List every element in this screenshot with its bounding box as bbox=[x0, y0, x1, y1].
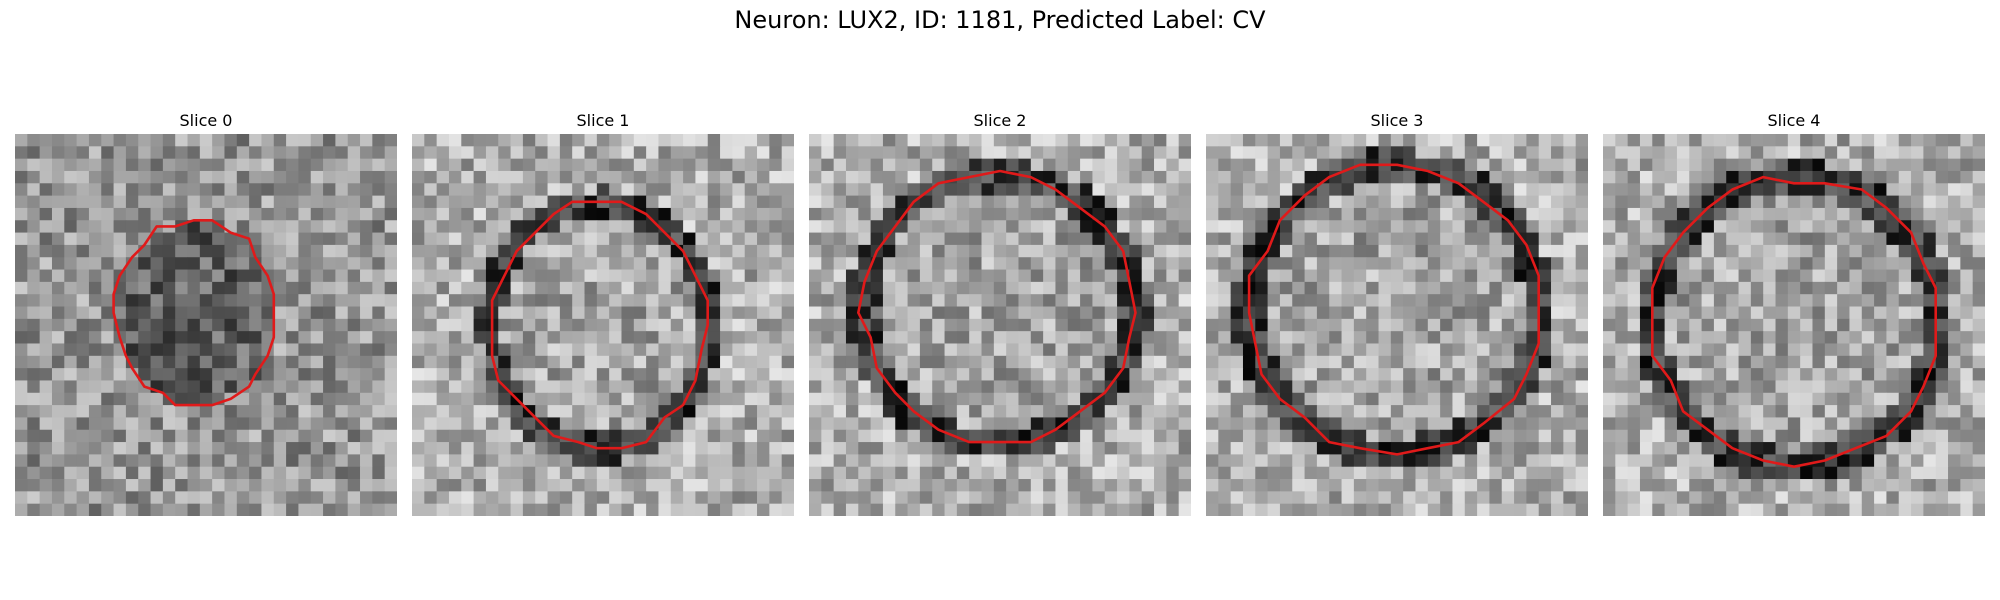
slice-image-0 bbox=[15, 134, 397, 516]
pixel-grid bbox=[1206, 134, 1588, 516]
figure-title: Neuron: LUX2, ID: 1181, Predicted Label:… bbox=[734, 6, 1266, 34]
slice-image-3 bbox=[1206, 134, 1588, 516]
pixel-grid bbox=[1603, 134, 1985, 516]
slice-panel-3: Slice 3 bbox=[1206, 108, 1588, 516]
segmentation-contour bbox=[1650, 175, 1938, 469]
slice-panel-2: Slice 2 bbox=[809, 108, 1191, 516]
pixel-grid bbox=[15, 134, 397, 516]
slice-image-4 bbox=[1603, 134, 1985, 516]
slice-panel-1: Slice 1 bbox=[412, 108, 794, 516]
slice-title-4: Slice 4 bbox=[1767, 111, 1821, 130]
slice-image-2 bbox=[809, 134, 1191, 516]
segmentation-contour bbox=[490, 200, 710, 450]
slice-image-1 bbox=[412, 134, 794, 516]
slice-panel-4: Slice 4 bbox=[1603, 108, 1985, 516]
segmentation-contour bbox=[1247, 163, 1541, 456]
slice-title-2: Slice 2 bbox=[973, 111, 1027, 130]
segmentation-contour bbox=[856, 169, 1137, 444]
slice-title-0: Slice 0 bbox=[179, 111, 233, 130]
slice-panel-0: Slice 0 bbox=[15, 108, 397, 516]
segmentation-contour bbox=[112, 219, 276, 407]
pixel-grid bbox=[412, 134, 794, 516]
pixel-grid bbox=[809, 134, 1191, 516]
slice-title-1: Slice 1 bbox=[576, 111, 630, 130]
slice-title-3: Slice 3 bbox=[1370, 111, 1424, 130]
